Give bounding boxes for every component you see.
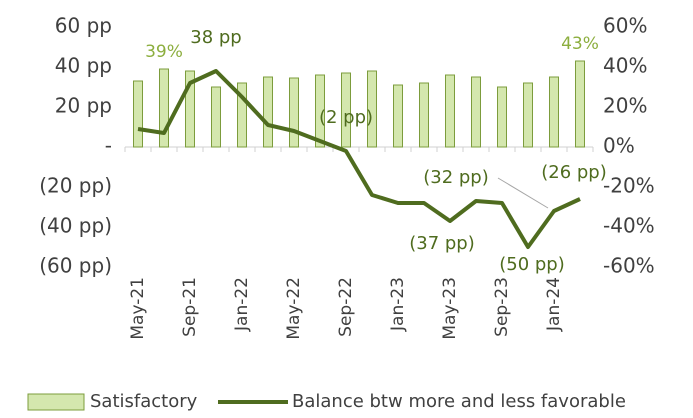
y2-tick-label: 0% [603, 134, 635, 158]
bar [497, 86, 507, 148]
bar [575, 60, 585, 148]
leader-line [497, 177, 549, 209]
bar [237, 82, 247, 148]
y-tick-label: - [105, 134, 112, 158]
bar [523, 82, 533, 148]
y-tick-label: (60 pp) [39, 254, 112, 278]
y2-tick-label: -60% [603, 254, 655, 278]
legend-swatch [27, 393, 85, 411]
y2-tick-label: 20% [603, 94, 647, 118]
bar [419, 82, 429, 148]
x-tick-label: Jan-23 [388, 277, 408, 332]
bar [185, 70, 195, 148]
y2-tick-label: 40% [603, 54, 647, 78]
x-tick-label: Sep-23 [492, 277, 512, 337]
y2-tick-label: 60% [603, 14, 647, 38]
legend-label: Satisfactory [90, 391, 198, 412]
line-value-label: (26 pp) [541, 162, 607, 183]
bar [211, 86, 221, 148]
y-tick-label: (40 pp) [39, 214, 112, 238]
x-tick-label: May-22 [284, 277, 304, 340]
line-value-label: (2 pp) [319, 107, 373, 128]
y-tick-label: (20 pp) [39, 174, 112, 198]
bar-value-label: 39% [145, 42, 183, 62]
line-value-label: 38 pp [190, 27, 241, 48]
y-tick-label: 60 pp [55, 14, 112, 38]
bar [367, 70, 377, 148]
x-tick-label: Sep-22 [336, 277, 356, 337]
bar [445, 74, 455, 148]
bar [289, 77, 299, 148]
line-value-label: (32 pp) [423, 167, 489, 188]
bar [315, 74, 325, 148]
bar [341, 72, 351, 148]
bar-value-label: 43% [561, 34, 599, 54]
x-tick-label: Jan-22 [232, 277, 252, 332]
line [137, 69, 581, 249]
y2-tick-label: -20% [603, 174, 655, 198]
x-tick-label: Sep-21 [180, 277, 200, 337]
y-tick-label: 40 pp [55, 54, 112, 78]
x-tick-label: May-23 [440, 277, 460, 340]
line-value-label: (37 pp) [409, 233, 475, 254]
y2-tick-label: -40% [603, 214, 655, 238]
bar [159, 68, 169, 148]
x-tick-label: May-21 [128, 277, 148, 340]
bar [471, 76, 481, 148]
bar [133, 80, 143, 148]
line-value-label: (50 pp) [499, 254, 565, 275]
bar [549, 76, 559, 148]
legend-label: Balance btw more and less favorable [292, 391, 626, 412]
y-tick-label: 20 pp [55, 94, 112, 118]
bar [393, 84, 403, 148]
x-tick-label: Jan-24 [544, 277, 564, 332]
bar [263, 76, 273, 148]
